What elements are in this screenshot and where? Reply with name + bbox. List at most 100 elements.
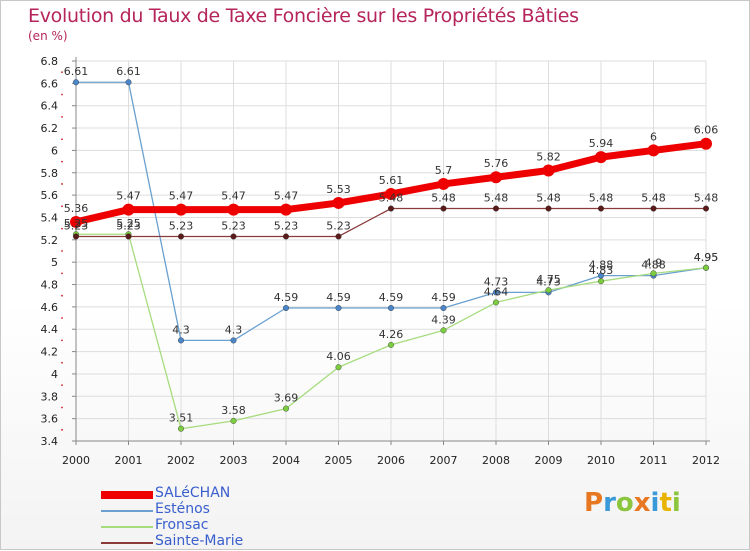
proxiti-logo: Proxiti	[584, 488, 681, 518]
data-label-fronsac: 5.25	[116, 217, 141, 230]
data-point-sal-chan	[595, 151, 607, 164]
y-tick-label: 6.2	[41, 122, 59, 135]
data-point-sainte-marie	[440, 205, 447, 212]
y-minor-dot	[61, 160, 63, 163]
data-label-fronsac: 3.58	[221, 404, 246, 417]
axes	[61, 57, 710, 445]
y-tick-label: 5.2	[41, 234, 59, 247]
grid-lines	[75, 60, 707, 442]
legend-swatch	[101, 510, 153, 512]
data-label-fronsac: 4.06	[326, 350, 351, 363]
data-label-fronsac: 3.51	[169, 412, 194, 425]
data-point-fronsac	[493, 299, 500, 306]
data-point-sainte-marie	[598, 205, 605, 212]
y-minor-dot	[61, 294, 63, 297]
data-label-sainte-marie: 5.23	[326, 219, 351, 232]
data-point-sainte-marie	[230, 233, 237, 240]
data-point-fronsac	[703, 264, 710, 271]
y-tick-label: 3.8	[41, 390, 59, 403]
legend-swatch	[101, 491, 153, 499]
data-point-est-nos	[125, 79, 132, 86]
y-tick-label: 6.4	[41, 100, 59, 113]
y-tick-label: 5.8	[41, 167, 59, 180]
data-label-est-nos: 4.95	[694, 251, 719, 264]
y-minor-dot	[61, 205, 63, 208]
y-tick-label: 5	[51, 256, 58, 269]
x-tick-label: 2009	[535, 454, 563, 467]
y-tick-label: 4.6	[41, 301, 59, 314]
data-point-fronsac	[283, 405, 290, 412]
logo-letter: o	[615, 488, 634, 518]
data-label-sal-chan: 5.82	[536, 151, 561, 164]
data-label-sainte-marie: 5.48	[431, 192, 456, 205]
data-label-sal-chan: 5.47	[274, 190, 299, 203]
data-point-sainte-marie	[335, 233, 342, 240]
data-label-sal-chan: 5.76	[484, 157, 509, 170]
y-tick-label: 4.8	[41, 279, 59, 292]
data-label-sal-chan: 5.36	[64, 202, 89, 215]
y-tick-label: 6.8	[41, 55, 59, 68]
data-label-est-nos: 4.3	[225, 323, 243, 336]
legend-label: Fronsac	[155, 517, 209, 533]
data-label-fronsac: 3.69	[274, 392, 299, 405]
data-point-sal-chan	[437, 177, 450, 190]
data-label-est-nos: 4.59	[379, 291, 404, 304]
logo-letter: P	[584, 488, 604, 518]
data-labels-group: 6.61 6.614.3 4.34.59 4.59 4.59 4.594.73 4.734.…	[64, 65, 719, 424]
data-point-sal-chan	[647, 144, 660, 157]
data-label-sainte-marie: 5.23	[116, 219, 141, 232]
data-point-est-nos	[335, 305, 342, 312]
y-tick-label: 6	[51, 144, 58, 157]
data-point-fronsac	[230, 417, 237, 424]
y-minor-dot	[61, 406, 63, 409]
chart-title: Evolution du Taux de Taxe Foncière sur l…	[28, 5, 579, 27]
data-point-fronsac	[177, 425, 184, 432]
data-point-est-nos	[72, 79, 79, 86]
data-label-est-nos: 4.73	[536, 275, 561, 288]
x-tick-label: 2012	[692, 454, 720, 467]
data-label-sal-chan: 5.53	[326, 183, 351, 196]
data-label-est-nos: 4.88	[589, 259, 614, 272]
data-point-est-nos	[283, 305, 290, 312]
y-tick-labels: 3.4 3.6 3.8 4 4.2 4.4 4.6 4.8 5 5.2 5.4 5.6 5.8 6 6.2 6…	[41, 55, 59, 448]
x-tick-label: 2006	[377, 454, 405, 467]
data-label-sal-chan: 5.7	[435, 164, 453, 177]
logo-letter: i	[671, 488, 681, 518]
data-label-fronsac: 4.39	[431, 313, 456, 326]
data-label-fronsac: 4.75	[536, 273, 561, 286]
x-tick-label: 2003	[220, 454, 248, 467]
x-tick-label: 2011	[640, 454, 668, 467]
y-tick-label: 5.4	[41, 211, 59, 224]
data-label-sainte-marie: 5.48	[484, 192, 509, 205]
y-tick-label: 4.2	[41, 346, 59, 359]
data-label-sal-chan: 5.47	[221, 190, 246, 203]
data-point-est-nos	[388, 305, 395, 312]
data-label-sainte-marie: 5.23	[169, 219, 194, 232]
data-point-sainte-marie	[545, 205, 552, 212]
data-point-sainte-marie	[72, 233, 79, 240]
data-point-sainte-marie	[493, 205, 500, 212]
legend-swatch	[101, 526, 153, 528]
data-label-sainte-marie: 5.23	[64, 219, 89, 232]
data-label-fronsac: 4.83	[589, 264, 614, 277]
data-label-fronsac: 4.9	[645, 256, 663, 269]
data-point-fronsac	[545, 287, 552, 294]
data-point-sainte-marie	[125, 233, 132, 240]
y-minor-dot	[61, 317, 63, 319]
data-label-sainte-marie: 5.48	[379, 192, 404, 205]
data-point-sal-chan	[122, 203, 135, 216]
data-label-sal-chan: 6.06	[694, 124, 719, 137]
data-label-est-nos: 6.61	[64, 65, 89, 78]
data-label-sal-chan: 6	[650, 130, 657, 143]
y-minor-dot	[61, 339, 63, 342]
x-tick-label: 2000	[62, 454, 90, 467]
data-label-est-nos: 4.59	[326, 291, 351, 304]
data-point-sal-chan	[332, 196, 345, 209]
y-minor-dot	[61, 384, 63, 387]
legend-label: Sainte-Marie	[155, 533, 244, 549]
y-minor-dot	[61, 115, 63, 118]
y-minor-dot	[61, 227, 63, 230]
data-label-sainte-marie: 5.48	[694, 192, 719, 205]
x-tick-label: 2010	[587, 454, 615, 467]
logo-letter: x	[633, 488, 651, 518]
